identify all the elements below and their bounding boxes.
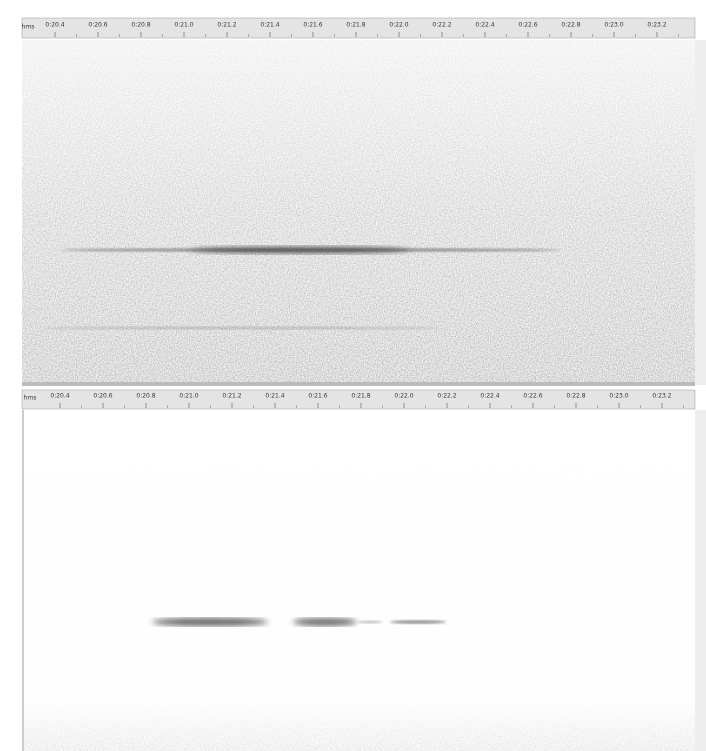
ruler-unit: hms <box>24 395 37 402</box>
ruler-label: 0:22.4 <box>475 22 494 29</box>
frequency-axis <box>695 410 706 751</box>
ruler-label: 0:21.8 <box>346 22 365 29</box>
ruler-label: 0:22.2 <box>432 22 451 29</box>
ruler-label: 0:21.2 <box>217 22 236 29</box>
spectrogram-fade <box>22 40 695 385</box>
ruler-label: 0:21.0 <box>174 22 193 29</box>
ruler-label: 0:22.0 <box>389 22 408 29</box>
panel-border <box>22 410 24 751</box>
ruler-label: 0:22.4 <box>480 393 499 400</box>
time-ruler <box>21 17 696 39</box>
ruler-label: 0:21.2 <box>222 393 241 400</box>
ruler-label: 0:22.2 <box>437 393 456 400</box>
ruler-label: 0:23.2 <box>652 393 671 400</box>
ruler-label: 0:21.0 <box>179 393 198 400</box>
ruler-label: 0:20.8 <box>136 393 155 400</box>
call-trace <box>40 246 560 330</box>
ruler-label: 0:20.8 <box>131 22 150 29</box>
panel-border <box>22 382 695 386</box>
ruler-label: 0:21.8 <box>351 393 370 400</box>
ruler-label: 0:21.4 <box>265 393 284 400</box>
ruler-label: 0:20.4 <box>45 22 64 29</box>
frequency-axis <box>695 40 706 385</box>
ruler-label: 0:20.4 <box>50 393 69 400</box>
ruler-label: 0:23.0 <box>609 393 628 400</box>
call-trace <box>152 618 446 626</box>
ruler-label: 0:20.6 <box>88 22 107 29</box>
ruler-unit: hms <box>22 24 35 31</box>
ruler-label: 0:23.0 <box>604 22 623 29</box>
time-ruler <box>21 389 696 410</box>
ruler-label: 0:22.8 <box>566 393 585 400</box>
ruler-label: 0:22.6 <box>523 393 542 400</box>
ruler-label: 0:21.4 <box>260 22 279 29</box>
ruler-label: 0:20.6 <box>93 393 112 400</box>
ruler-label: 0:22.6 <box>518 22 537 29</box>
ruler-label: 0:23.2 <box>647 22 666 29</box>
ruler-label: 0:21.6 <box>308 393 327 400</box>
ruler-label: 0:21.6 <box>303 22 322 29</box>
spectrogram-fade <box>22 410 695 751</box>
ruler-label: 0:22.0 <box>394 393 413 400</box>
ruler-label: 0:22.8 <box>561 22 580 29</box>
